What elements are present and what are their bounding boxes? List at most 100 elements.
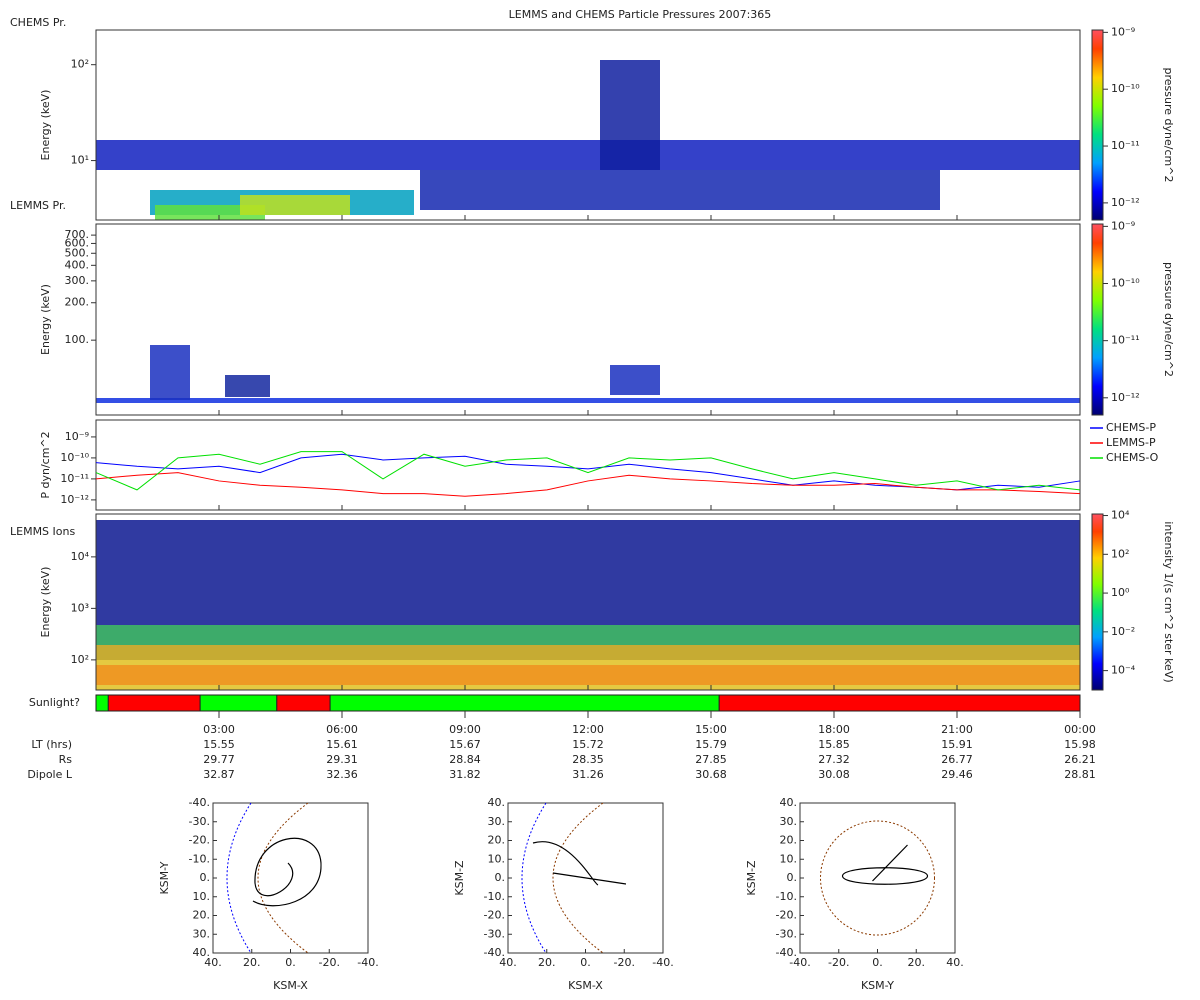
sunlight-segment [95, 694, 109, 712]
trajectory [533, 842, 626, 885]
colorbar-label: intensity 1/(s cm^2 ster keV) [1162, 521, 1175, 682]
x-tick-label: 0. [580, 956, 591, 969]
y-tick-label: 40. [193, 946, 211, 959]
x-tick-label: 21:00 [941, 723, 973, 736]
trajectory [253, 838, 321, 905]
x-tick-label: -20. [828, 956, 849, 969]
y-tick-label: 40. [780, 796, 798, 809]
colorbar [1091, 223, 1104, 416]
y-tick-label: 30. [488, 815, 506, 828]
y-tick-label: 700. [65, 228, 90, 241]
y-axis-label: P dyn/cm^2 [39, 431, 52, 498]
y-tick-label: 200. [65, 296, 90, 309]
x-tick-label: -20. [614, 956, 635, 969]
row-label: Dipole L [27, 768, 73, 781]
x-tick-label: 12:00 [572, 723, 604, 736]
legend-label: CHEMS-O [1106, 451, 1159, 464]
y-axis-label: KSM-Z [745, 860, 758, 896]
x-tick-label: 40. [204, 956, 222, 969]
x-tick-label: -40. [789, 956, 810, 969]
y-tick-label: -30. [776, 927, 797, 940]
row-value: 15.85 [818, 738, 850, 751]
y-tick-label: 10² [71, 653, 89, 666]
x-tick-label: 03:00 [203, 723, 235, 736]
trajectory [843, 845, 928, 884]
x-tick-label: 00:00 [1064, 723, 1096, 736]
bow-shock [821, 821, 935, 935]
row-value: 30.08 [818, 768, 850, 781]
x-tick-label: -40. [357, 956, 378, 969]
y-tick-label: 0. [787, 871, 798, 884]
row-value: 32.36 [326, 768, 358, 781]
x-axis-label: KSM-X [273, 979, 308, 992]
y-tick-label: 10⁻¹¹ [60, 472, 89, 485]
row-label: LT (hrs) [31, 738, 72, 751]
x-axis-label: KSM-Y [861, 979, 894, 992]
row-value: 26.21 [1064, 753, 1096, 766]
colorbar-tick-label: 10² [1111, 547, 1129, 560]
x-tick-label: 40. [946, 956, 964, 969]
series-line [95, 453, 1081, 491]
x-axis-label: KSM-X [568, 979, 603, 992]
spectrogram-texture [610, 365, 660, 395]
y-tick-label: 10. [193, 890, 211, 903]
row-value: 15.98 [1064, 738, 1096, 751]
y-tick-label: -20. [484, 909, 505, 922]
y-tick-label: 100. [65, 333, 90, 346]
y-tick-label: 10⁻¹⁰ [60, 451, 89, 464]
colorbar-label: pressure dyne/cm^2 [1162, 68, 1175, 183]
spectrogram-texture [420, 170, 940, 210]
y-tick-label: 600. [65, 236, 90, 249]
orbit-frame [212, 802, 369, 954]
series-line [95, 472, 1081, 497]
row-value: 29.77 [203, 753, 235, 766]
row-value: 27.85 [695, 753, 727, 766]
y-tick-label: 20. [780, 834, 798, 847]
row-value: 15.61 [326, 738, 358, 751]
y-tick-label: -40. [484, 946, 505, 959]
bow-shock [553, 803, 603, 953]
colorbar-tick-label: 10⁻⁹ [1111, 25, 1135, 38]
row-value: 26.77 [941, 753, 973, 766]
y-axis-label: KSM-Z [453, 860, 466, 896]
x-tick-label: 18:00 [818, 723, 850, 736]
colorbar [1091, 29, 1104, 221]
colorbar-tick-label: 10⁴ [1111, 509, 1130, 522]
row-value: 15.79 [695, 738, 727, 751]
x-tick-label: 06:00 [326, 723, 358, 736]
magnetopause [227, 803, 251, 953]
y-tick-label: 500. [65, 246, 90, 259]
y-axis-label: Energy (keV) [39, 90, 52, 161]
legend-label: CHEMS-P [1106, 421, 1156, 434]
spectrogram-texture [96, 625, 1080, 645]
bow-shock [258, 803, 308, 953]
orbit-drawing [227, 803, 321, 953]
y-tick-label: -20. [189, 834, 210, 847]
series-line [95, 451, 1081, 491]
x-tick-label: 0. [285, 956, 296, 969]
y-tick-label: 400. [65, 258, 90, 271]
colorbar [1091, 513, 1104, 691]
spectrogram-texture [240, 195, 350, 215]
timeline-label: Sunlight? [29, 696, 80, 709]
colorbar-tick-label: 10⁰ [1111, 586, 1130, 599]
panel-label: CHEMS Pr. [10, 16, 66, 29]
row-value: 29.31 [326, 753, 358, 766]
y-tick-label: -30. [189, 815, 210, 828]
sunlight-segment [718, 694, 1081, 712]
row-value: 31.26 [572, 768, 604, 781]
spectrogram-texture [96, 398, 1080, 403]
row-value: 28.84 [449, 753, 481, 766]
y-tick-label: 0. [495, 871, 506, 884]
colorbar-tick-label: 10⁻² [1111, 625, 1135, 638]
row-value: 15.55 [203, 738, 235, 751]
y-tick-label: 10² [71, 58, 89, 71]
colorbar-tick-label: 10⁻¹² [1111, 196, 1140, 209]
sunlight-segment [107, 694, 201, 712]
row-value: 28.81 [1064, 768, 1096, 781]
x-tick-label: 15:00 [695, 723, 727, 736]
y-tick-label: 20. [488, 834, 506, 847]
row-value: 31.82 [449, 768, 481, 781]
row-value: 29.46 [941, 768, 973, 781]
y-tick-label: 10⁴ [71, 550, 90, 563]
